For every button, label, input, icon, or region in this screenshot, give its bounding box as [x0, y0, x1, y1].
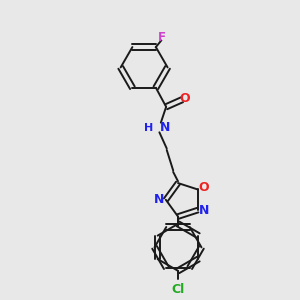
Text: N: N	[159, 122, 170, 134]
Text: O: O	[179, 92, 190, 105]
Text: H: H	[144, 123, 154, 133]
Text: N: N	[199, 204, 209, 217]
Text: Cl: Cl	[171, 283, 184, 296]
Text: O: O	[199, 182, 209, 194]
Text: N: N	[154, 193, 165, 206]
Text: F: F	[158, 31, 166, 44]
